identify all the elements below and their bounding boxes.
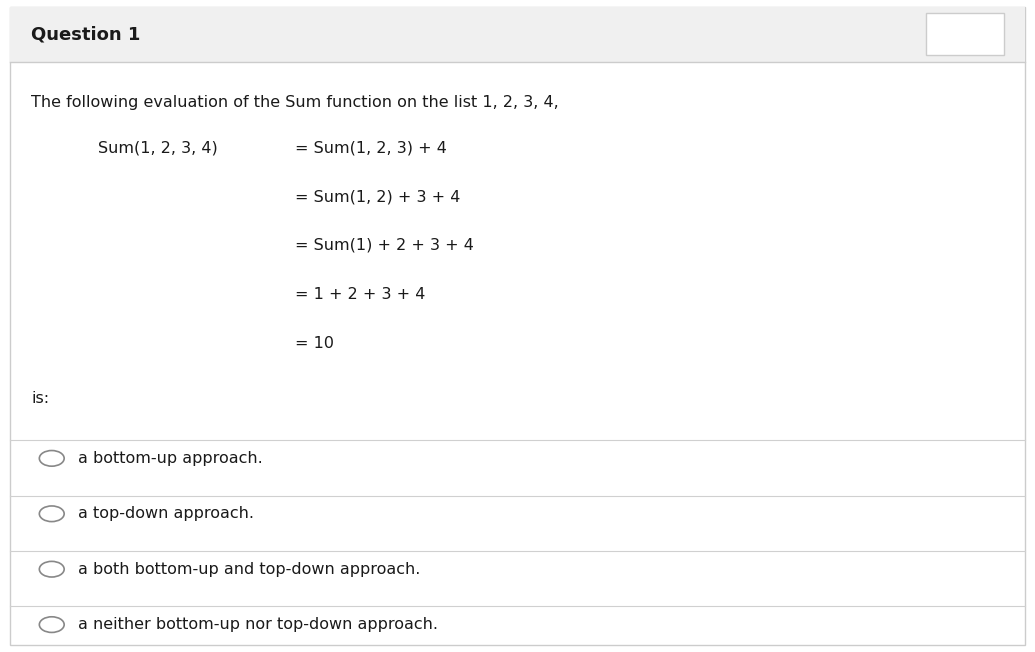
Text: = Sum(1, 2) + 3 + 4: = Sum(1, 2) + 3 + 4 — [295, 189, 461, 204]
Text: Sum(1, 2, 3, 4): Sum(1, 2, 3, 4) — [98, 140, 218, 155]
Text: The following evaluation of the Sum function on the list 1, 2, 3, 4,: The following evaluation of the Sum func… — [31, 95, 559, 110]
FancyBboxPatch shape — [926, 13, 1004, 55]
Text: is:: is: — [31, 391, 50, 406]
Text: = 10: = 10 — [295, 336, 334, 351]
FancyBboxPatch shape — [10, 7, 1025, 645]
Text: a neither bottom-up nor top-down approach.: a neither bottom-up nor top-down approac… — [78, 617, 438, 632]
Text: = Sum(1, 2, 3) + 4: = Sum(1, 2, 3) + 4 — [295, 140, 447, 155]
Text: Question 1: Question 1 — [31, 25, 141, 43]
Text: = 1 + 2 + 3 + 4: = 1 + 2 + 3 + 4 — [295, 287, 425, 302]
Text: a bottom-up approach.: a bottom-up approach. — [78, 451, 263, 466]
FancyBboxPatch shape — [10, 7, 1025, 62]
Text: = Sum(1) + 2 + 3 + 4: = Sum(1) + 2 + 3 + 4 — [295, 238, 474, 253]
Text: a both bottom-up and top-down approach.: a both bottom-up and top-down approach. — [78, 561, 420, 577]
Text: a top-down approach.: a top-down approach. — [78, 506, 254, 522]
